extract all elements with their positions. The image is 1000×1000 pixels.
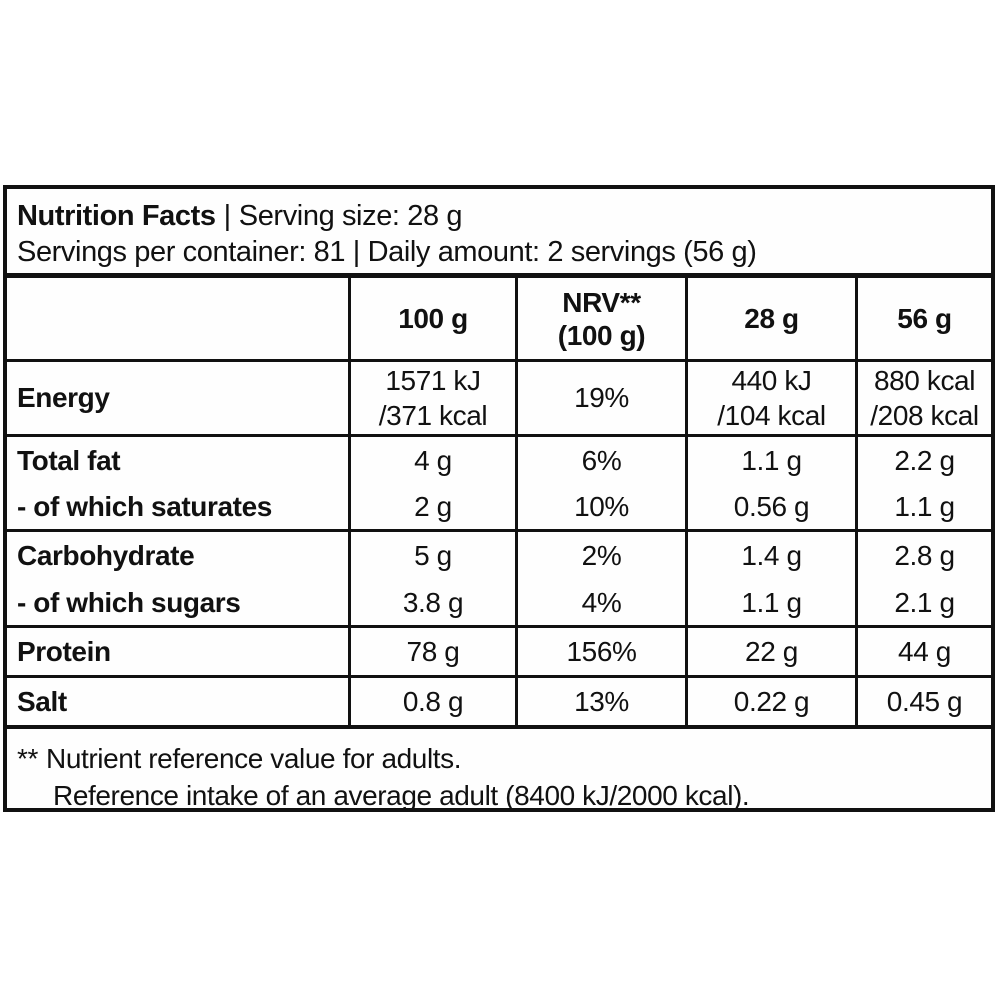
cell-line-kj: 440 kJ [731, 365, 812, 396]
table-row-saturates: - of which saturates 2 g 10% 0.56 g 1.1 … [7, 485, 991, 532]
cell-saturates-100g: 2 g [348, 485, 515, 529]
cell-sugars-100g: 3.8 g [348, 580, 515, 625]
cell-energy-nrv: 19% [515, 362, 685, 434]
column-header-28g: 28 g [685, 278, 855, 359]
cell-fat-100g: 4 g [348, 437, 515, 485]
column-header-blank [7, 278, 348, 359]
column-header-row: 100 g NRV** (100 g) 28 g 56 g [7, 278, 991, 362]
column-header-nrv-line2: (100 g) [557, 319, 646, 351]
cell-salt-28g: 0.22 g [685, 678, 855, 725]
table-row-energy: Energy 1571 kJ /371 kcal 19% 440 kJ /104… [7, 362, 991, 437]
footnote-line-1: ** Nutrient reference value for adults. [7, 740, 991, 777]
cell-salt-56g: 0.45 g [855, 678, 991, 725]
cell-line-kcal: /104 kcal [717, 400, 826, 431]
cell-carbohydrate-28g: 1.4 g [685, 532, 855, 580]
header-divider: | [223, 200, 232, 232]
cell-sugars-nrv: 4% [515, 580, 685, 625]
table-row-salt: Salt 0.8 g 13% 0.22 g 0.45 g [7, 678, 991, 729]
cell-saturates-nrv: 10% [515, 485, 685, 529]
cell-energy-56g: 880 kcal /208 kcal [855, 362, 991, 434]
cell-protein-nrv: 156% [515, 628, 685, 675]
cell-carbohydrate-56g: 2.8 g [855, 532, 991, 580]
column-header-100g: 100 g [348, 278, 515, 359]
cell-sugars-56g: 2.1 g [855, 580, 991, 625]
row-label-salt: Salt [17, 685, 67, 717]
cell-saturates-56g: 1.1 g [855, 485, 991, 529]
row-label-sugars: - of which sugars [17, 586, 241, 618]
cell-protein-100g: 78 g [348, 628, 515, 675]
table-row-sugars: - of which sugars 3.8 g 4% 1.1 g 2.1 g [7, 580, 991, 628]
column-header-nrv-line1: NRV** [562, 286, 641, 318]
cell-protein-56g: 44 g [855, 628, 991, 675]
label-header: Nutrition Facts | Serving size: 28 g Servi… [7, 189, 991, 278]
cell-line-kcal1: 880 kcal [873, 365, 976, 396]
cell-energy-28g: 440 kJ /104 kcal [685, 362, 855, 434]
table-row-total-fat: Total fat 4 g 6% 1.1 g 2.2 g [7, 437, 991, 485]
footnote-text-1: Nutrient reference value for adults. [46, 743, 462, 774]
cell-line-kj: 1571 kJ [385, 365, 481, 396]
cell-line-kcal: /371 kcal [378, 400, 488, 431]
footnote-line-2: Reference intake of an average adult (84… [53, 780, 750, 811]
cell-salt-nrv: 13% [515, 678, 685, 725]
cell-line-kcal2: /208 kcal [870, 400, 979, 431]
cell-salt-100g: 0.8 g [348, 678, 515, 725]
header-line-2: Servings per container: 81 | Daily amoun… [17, 236, 757, 268]
header-line-1: Nutrition Facts | Serving size: 28 g [17, 198, 991, 234]
cell-carbohydrate-100g: 5 g [348, 532, 515, 580]
cell-protein-28g: 22 g [685, 628, 855, 675]
cell-sugars-28g: 1.1 g [685, 580, 855, 625]
cell-fat-28g: 1.1 g [685, 437, 855, 485]
nutrition-facts-table: Nutrition Facts | Serving size: 28 g Servi… [3, 185, 995, 812]
serving-size-text: Serving size: 28 g [238, 200, 463, 232]
table-row-carbohydrate: Carbohydrate 5 g 2% 1.4 g 2.8 g [7, 532, 991, 580]
row-label-energy: Energy [17, 382, 110, 413]
cell-fat-nrv: 6% [515, 437, 685, 485]
cell-fat-56g: 2.2 g [855, 437, 991, 485]
cell-energy-100g: 1571 kJ /371 kcal [348, 362, 515, 434]
row-label-total-fat: Total fat [17, 445, 121, 476]
nutrition-facts-title: Nutrition Facts [17, 200, 216, 232]
footnote-marker: ** [17, 743, 38, 774]
cell-saturates-28g: 0.56 g [685, 485, 855, 529]
table-row-protein: Protein 78 g 156% 22 g 44 g [7, 628, 991, 678]
row-label-carbohydrate: Carbohydrate [17, 540, 195, 571]
cell-carbohydrate-nrv: 2% [515, 532, 685, 580]
row-label-protein: Protein [17, 635, 111, 667]
footnote-block: ** Nutrient reference value for adults. R… [7, 729, 991, 811]
column-header-56g: 56 g [855, 278, 991, 359]
row-label-saturates: - of which saturates [17, 491, 272, 522]
column-header-nrv: NRV** (100 g) [515, 278, 685, 359]
